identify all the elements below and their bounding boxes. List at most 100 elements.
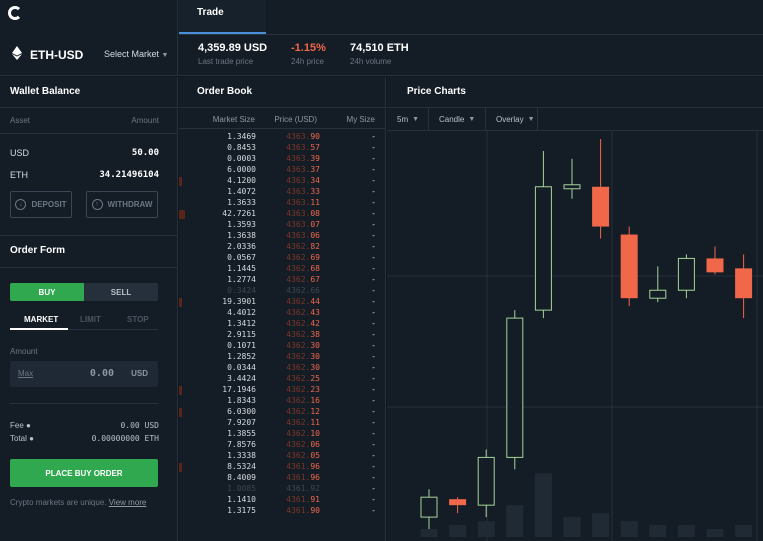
order-book-row[interactable]: 0.8453 4363.57 - [179,143,386,154]
chart-type-dropdown[interactable]: Candle ▼ [429,108,486,130]
candlestick-chart[interactable] [387,131,763,541]
buy-toggle-button[interactable]: BUY [10,283,84,301]
info-icon[interactable]: ● [26,421,31,430]
interval-dropdown[interactable]: 5m ▼ [387,108,429,130]
order-book-row[interactable]: 1.3633 4363.11 - [179,198,386,209]
max-link[interactable]: Max [18,369,34,378]
chevron-down-icon: ▼ [468,115,476,123]
order-form-title: Order Form [10,245,66,256]
order-book-row[interactable]: 6.0000 4363.37 - [179,165,386,176]
divider [387,107,763,108]
select-market-label: Select Market [104,49,160,59]
price-charts-title: Price Charts [407,86,466,97]
price-integer: 4363. [286,187,311,196]
order-book-row[interactable]: 1.0085 4361.92 - [179,484,386,495]
order-book-row[interactable]: 8.5324 4361.96 - [179,462,386,473]
price-integer: 4362. [286,440,311,449]
coinbase-logo-icon[interactable] [8,6,22,20]
price: 4362.10 [286,429,320,438]
info-icon[interactable]: ● [29,434,34,443]
order-book-row[interactable]: 1.1445 4362.68 - [179,264,386,275]
order-book-row[interactable]: 1.3855 4362.10 - [179,429,386,440]
price: 4362.06 [286,440,320,449]
view-more-link[interactable]: View more [108,498,147,507]
order-book-row[interactable]: 7.8576 4362.06 - [179,440,386,451]
amount-value[interactable]: 0.00 [89,368,114,379]
order-book-row[interactable]: 0.0003 4363.39 - [179,154,386,165]
overlay-dropdown[interactable]: Overlay ▼ [486,108,538,130]
price: 4363.37 [286,165,320,174]
fee-label-text: Fee [10,421,24,430]
order-book-row[interactable]: 6.0300 4362.12 - [179,407,386,418]
order-book-row[interactable]: 19.3901 4362.44 - [179,297,386,308]
order-book-row[interactable]: 4.1200 4363.34 - [179,176,386,187]
order-book-row[interactable]: 1.3593 4363.07 - [179,220,386,231]
volume-bar [592,513,610,537]
place-buy-order-button[interactable]: PLACE BUY ORDER [10,459,158,487]
tab-market[interactable]: MARKET [24,315,59,324]
price-decimal: 92 [310,484,320,493]
order-book-row[interactable]: 1.2774 4362.67 - [179,275,386,286]
tab-limit[interactable]: LIMIT [80,315,101,324]
order-book-row[interactable]: 7.9207 4362.11 - [179,418,386,429]
order-book-row[interactable]: 1.2852 4362.30 - [179,352,386,363]
withdraw-button[interactable]: ↑ WITHDRAW [86,191,158,218]
order-book-row[interactable]: 1.1410 4361.91 - [179,495,386,506]
market-size: 1.3638 [227,231,256,240]
order-book-row[interactable]: 3.4424 4362.25 - [179,374,386,385]
order-book-row[interactable]: 1.8343 4362.16 - [179,396,386,407]
price: 4362.30 [286,341,320,350]
my-size: - [371,407,376,416]
price-integer: 4362. [286,429,311,438]
tab-stop[interactable]: STOP [127,315,149,324]
order-book-row[interactable]: 0.0344 4362.30 - [179,363,386,374]
price-integer: 4363. [286,231,311,240]
amount-input[interactable]: Max 0.00 USD [10,361,158,387]
order-book-row[interactable]: 0.0567 4362.69 - [179,253,386,264]
market-size: 4.4012 [227,308,256,317]
deposit-button[interactable]: ↓ DEPOSIT [10,191,72,218]
amount-label: Amount [10,347,38,356]
market-size: 1.3469 [227,132,256,141]
order-book-row[interactable]: 1.3338 4362.05 - [179,451,386,462]
price-integer: 4361. [286,473,311,482]
sell-toggle-button[interactable]: SELL [84,283,158,301]
price: 4362.25 [286,374,320,383]
price-decimal: 90 [310,506,320,515]
price-integer: 4363. [286,176,311,185]
tab-trade[interactable]: Trade [179,0,266,34]
candle-body-up [563,184,581,190]
order-book-row[interactable]: 2.0336 4362.82 - [179,242,386,253]
order-book-row[interactable]: 1.3469 4363.90 - [179,132,386,143]
volume-value: 74,510 ETH [350,42,409,54]
order-book-row[interactable]: 1.3638 4363.06 - [179,231,386,242]
price: 4363.39 [286,154,320,163]
volume-bar [420,529,438,537]
order-book-row[interactable]: 2.9115 4362.38 - [179,330,386,341]
price-decimal: 38 [310,330,320,339]
market-size: 0.0344 [227,363,256,372]
order-book-row[interactable]: 17.1946 4362.23 - [179,385,386,396]
candle-body-down [449,499,467,506]
my-size: - [371,231,376,240]
select-market-dropdown[interactable]: Select Market ▼ [104,49,168,59]
order-book-row[interactable]: 1.3175 4361.90 - [179,506,386,517]
candle-body-down [706,258,724,273]
price-decimal: 08 [310,209,320,218]
market-size: 0.0003 [227,154,256,163]
order-book-row[interactable]: 1.4072 4363.33 - [179,187,386,198]
order-book-row[interactable]: 4.4012 4362.43 - [179,308,386,319]
price: 4362.05 [286,451,320,460]
market-size: 7.8576 [227,440,256,449]
order-book-row[interactable]: 8.4009 4361.96 - [179,473,386,484]
logo-column: ETH-USD Select Market ▼ [0,0,178,76]
order-book-row[interactable]: 42.7261 4363.08 - [179,209,386,220]
price-decimal: 07 [310,220,320,229]
order-book-row[interactable]: 1.3412 4362.42 - [179,319,386,330]
order-book-row[interactable]: 0.1071 4362.30 - [179,341,386,352]
market-size: 8.4009 [227,473,256,482]
order-book-row[interactable]: 0.3424 4362.66 - [179,286,386,297]
last-trade-price-label: Last trade price [198,57,254,66]
price: 4363.34 [286,176,320,185]
divider [179,128,386,129]
